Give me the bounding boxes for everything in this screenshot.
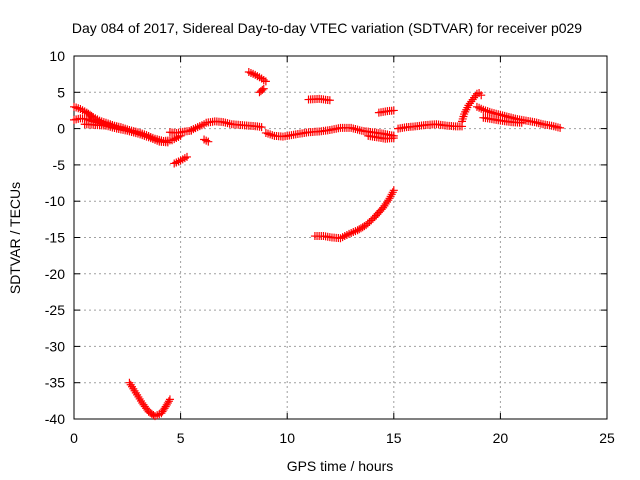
x-axis-label: GPS time / hours: [287, 458, 394, 474]
data-point: [477, 91, 486, 100]
data-point: [200, 135, 209, 144]
data-point: [268, 131, 277, 140]
data-point: [153, 411, 162, 420]
data-point: [261, 128, 270, 137]
data-point: [264, 129, 273, 138]
data-point: [556, 123, 565, 132]
series-s7: [200, 135, 213, 146]
data-point: [261, 77, 270, 86]
series-s19: [479, 113, 526, 127]
data-point: [355, 225, 364, 234]
data-point: [325, 96, 334, 105]
y-axis-label: SDTVAR / TECUs: [7, 182, 23, 294]
data-point: [388, 188, 397, 197]
series-s20: [125, 378, 174, 421]
data-point: [182, 152, 191, 161]
data-point: [134, 392, 143, 401]
y-tick-label: -5: [53, 157, 66, 173]
data-point: [130, 386, 139, 395]
chart-title: Day 084 of 2017, Sidereal Day-to-day VTE…: [72, 20, 582, 36]
data-point: [259, 84, 268, 93]
data-point: [257, 123, 266, 132]
data-point: [125, 378, 134, 387]
data-point: [389, 186, 398, 195]
axis-ticks: 0 5 10 15 20 25 10 5 0 -5 -10 -15 -20 -25 -30 -35 -40: [45, 48, 615, 446]
data-point: [204, 137, 213, 146]
series-s3: [80, 120, 172, 147]
data-point: [517, 118, 526, 127]
y-tick-label: -15: [45, 230, 65, 246]
data-point: [165, 395, 174, 404]
data-point: [202, 136, 211, 145]
y-tick-label: -25: [45, 302, 65, 318]
y-tick-label: 5: [57, 84, 65, 100]
series-s8: [202, 117, 266, 132]
data-point: [135, 394, 144, 403]
data-point: [129, 384, 138, 393]
x-tick-label: 0: [70, 430, 78, 446]
y-tick-label: -30: [45, 338, 65, 354]
x-tick-label: 5: [177, 430, 185, 446]
data-point: [258, 85, 267, 94]
x-tick-label: 25: [599, 430, 615, 446]
data-point: [389, 134, 398, 143]
data-point: [131, 388, 140, 397]
series-s9: [244, 67, 270, 86]
series-s15: [374, 106, 398, 117]
y-tick-label: 0: [57, 121, 65, 137]
data-point: [70, 102, 78, 111]
series-s12: [304, 94, 334, 105]
data-point: [358, 223, 367, 232]
y-tick-label: -10: [45, 193, 65, 209]
data-point: [133, 390, 142, 399]
data-point: [485, 107, 494, 116]
series-s13: [310, 186, 398, 243]
y-tick-label: -40: [45, 411, 65, 427]
data-point: [127, 382, 136, 391]
x-tick-label: 10: [279, 430, 295, 446]
data-point: [164, 397, 173, 406]
data-point: [163, 138, 172, 147]
data-point: [353, 226, 362, 235]
series-s14: [364, 131, 398, 143]
data-point: [126, 380, 135, 389]
data-marks: [70, 67, 565, 421]
x-tick-label: 15: [386, 430, 402, 446]
data-point: [266, 130, 275, 139]
series-s16: [394, 120, 467, 133]
x-tick-label: 20: [493, 430, 509, 446]
series-s17: [458, 89, 486, 126]
series-s5: [170, 152, 191, 168]
data-point: [389, 106, 398, 115]
y-tick-label: 10: [49, 48, 65, 64]
y-tick-label: -20: [45, 266, 65, 282]
data-point: [387, 190, 396, 199]
data-point: [356, 224, 365, 233]
y-tick-label: -35: [45, 375, 65, 391]
series-s10: [255, 84, 268, 97]
